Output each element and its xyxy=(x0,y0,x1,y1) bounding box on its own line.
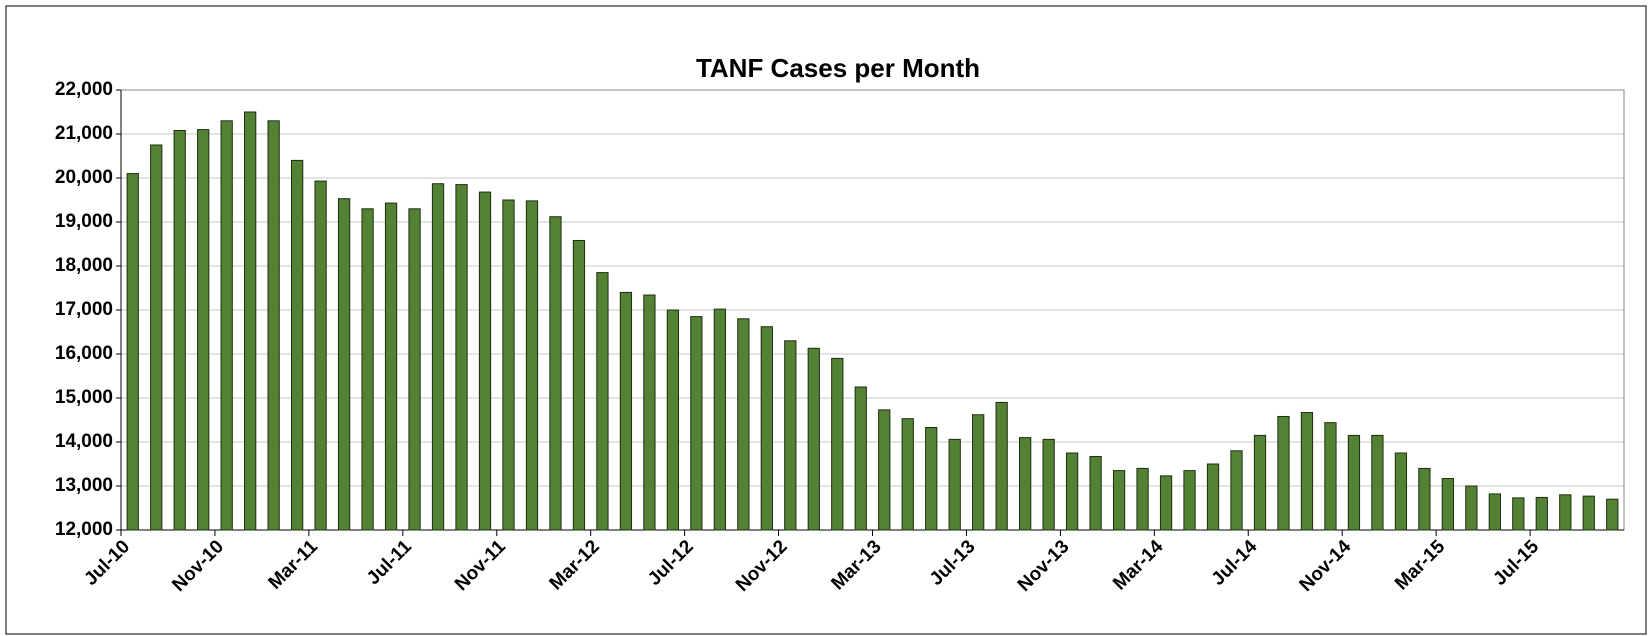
bar xyxy=(502,199,515,531)
bar xyxy=(1159,475,1173,531)
bar xyxy=(220,120,233,531)
bar xyxy=(760,326,773,531)
bar xyxy=(549,216,562,531)
y-tick-label: 21,000 xyxy=(55,123,113,144)
bar xyxy=(643,294,656,531)
y-tick-label: 19,000 xyxy=(55,211,113,232)
bar xyxy=(1253,434,1267,531)
bar xyxy=(1277,415,1290,531)
bar xyxy=(525,200,539,531)
bar xyxy=(431,183,445,531)
bar xyxy=(1300,412,1314,531)
bar xyxy=(173,129,186,531)
bar xyxy=(1465,485,1478,531)
bar xyxy=(807,347,820,531)
bar xyxy=(737,318,750,531)
bar xyxy=(1488,493,1501,531)
bar xyxy=(290,159,304,531)
bar xyxy=(1441,478,1455,531)
bar xyxy=(596,272,609,531)
y-tick-label: 18,000 xyxy=(55,255,113,276)
bar xyxy=(713,308,726,531)
bar xyxy=(831,357,844,531)
bar xyxy=(1606,498,1619,531)
bar xyxy=(1559,494,1572,531)
bar xyxy=(1206,463,1220,531)
bar xyxy=(1418,467,1431,531)
bar xyxy=(854,386,867,531)
bar xyxy=(244,111,257,531)
bar xyxy=(267,120,280,531)
bar xyxy=(666,309,680,531)
bar xyxy=(972,414,985,531)
bar xyxy=(995,401,1008,531)
bar xyxy=(925,426,938,531)
bar xyxy=(408,208,421,531)
bar xyxy=(384,202,398,531)
bar xyxy=(784,340,797,531)
bar xyxy=(455,184,468,531)
bar xyxy=(1347,434,1361,531)
bar xyxy=(1136,467,1149,531)
bar xyxy=(690,316,703,531)
bar xyxy=(1394,452,1408,531)
bar xyxy=(150,144,163,531)
bar xyxy=(878,409,891,531)
bar xyxy=(1065,452,1079,531)
y-tick-label: 16,000 xyxy=(55,343,113,364)
bar xyxy=(126,173,139,531)
y-tick-label: 17,000 xyxy=(55,299,113,320)
bar xyxy=(337,198,351,531)
bar xyxy=(1371,434,1384,531)
y-tick-label: 15,000 xyxy=(55,387,113,408)
bar xyxy=(1112,470,1126,531)
bar xyxy=(948,438,961,531)
bar xyxy=(1089,456,1102,531)
bar xyxy=(1535,496,1548,531)
bar xyxy=(1512,497,1525,531)
bar xyxy=(619,291,633,531)
bar xyxy=(1042,438,1055,531)
bar xyxy=(361,208,374,531)
bar xyxy=(1582,495,1595,531)
bar xyxy=(1324,422,1337,531)
y-tick-label: 22,000 xyxy=(55,79,113,100)
bar xyxy=(1019,437,1032,531)
bar xyxy=(478,191,492,531)
bar xyxy=(1183,470,1196,531)
bar xyxy=(572,239,586,531)
bar xyxy=(901,418,914,531)
bar xyxy=(1230,450,1243,531)
y-tick-label: 13,000 xyxy=(55,475,113,496)
y-tick-label: 14,000 xyxy=(55,431,113,452)
y-tick-label: 20,000 xyxy=(55,167,113,188)
bar xyxy=(197,129,210,531)
y-tick-label: 12,000 xyxy=(55,519,113,540)
bar xyxy=(314,180,327,531)
chart-title: TANF Cases per Month xyxy=(696,53,980,83)
